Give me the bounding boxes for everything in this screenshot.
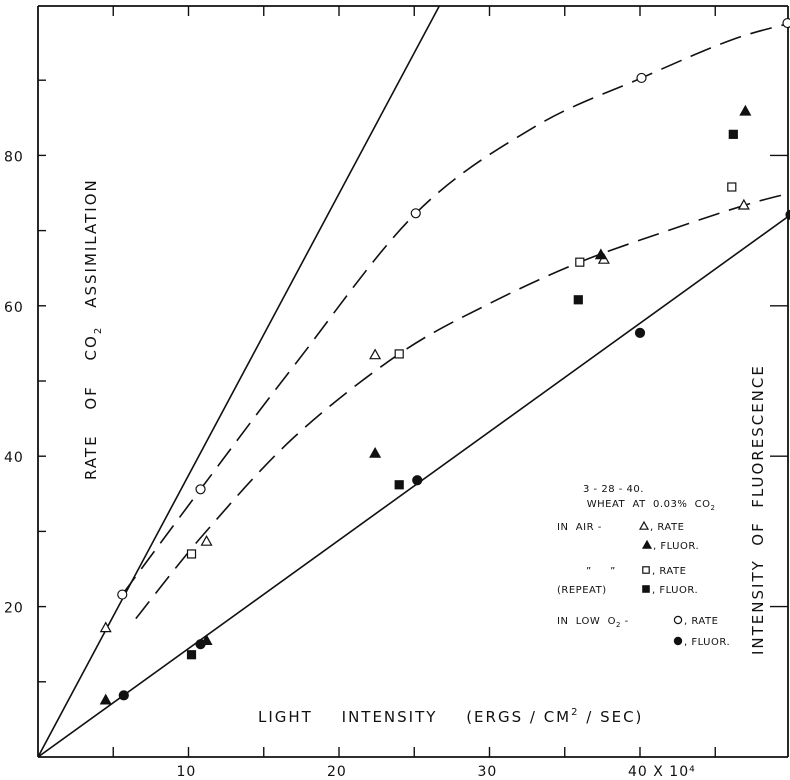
open-circle-point bbox=[410, 208, 421, 219]
open-square-point bbox=[186, 549, 197, 559]
legend-marker-filled-square bbox=[642, 585, 650, 593]
filled-square-point bbox=[728, 129, 738, 139]
legend-entry-label: , RATE bbox=[652, 566, 686, 577]
x-tick-label: 20 bbox=[327, 764, 347, 780]
filled-circle-point bbox=[195, 639, 206, 650]
legend-entry: ” ” , RATE bbox=[586, 566, 686, 577]
legend-entry: , FLUOR. bbox=[673, 636, 730, 648]
open-circle-point bbox=[782, 17, 790, 29]
open-circle-point bbox=[636, 72, 647, 84]
open-circle-point bbox=[117, 589, 128, 600]
open-triangle-point bbox=[99, 621, 112, 633]
filled-circle-point bbox=[785, 209, 790, 220]
y-tick-label: 40 bbox=[4, 450, 24, 466]
y-axis-title-right: INTENSITY OF FLUORESCENCE bbox=[749, 364, 767, 655]
legend-entry-label: , RATE bbox=[650, 522, 684, 533]
data-points bbox=[99, 17, 790, 705]
legend-entry-prefix: IN LOW O2 - bbox=[557, 616, 632, 629]
legend-entry-prefix: (REPEAT) bbox=[557, 585, 607, 596]
y-tick-label: 80 bbox=[4, 149, 24, 165]
filled-square-point bbox=[394, 480, 404, 490]
filled-square-point bbox=[186, 650, 197, 660]
legend-marker-filled-circle bbox=[673, 636, 683, 646]
open-triangle-point bbox=[369, 348, 382, 360]
open-triangle-point bbox=[200, 534, 213, 546]
legend-marker-filled-triangle bbox=[641, 539, 653, 549]
filled-circle-point bbox=[118, 690, 129, 701]
legend-date: 3 - 28 - 40. bbox=[583, 484, 644, 495]
legend-entry: IN LOW O2 - , RATE bbox=[557, 615, 718, 629]
open-triangle-point bbox=[737, 198, 750, 210]
x-tick-label: 40 X 10⁴ bbox=[628, 764, 696, 780]
open-circle-point bbox=[195, 484, 206, 495]
dashed-fit-line bbox=[135, 192, 788, 620]
filled-triangle-point bbox=[99, 693, 112, 705]
filled-triangle-point bbox=[369, 446, 382, 458]
legend-entry: IN AIR - , RATE bbox=[557, 520, 684, 533]
y-tick-label: 60 bbox=[4, 300, 24, 316]
filled-circle-point bbox=[412, 475, 423, 486]
filled-square-point bbox=[573, 295, 583, 305]
legend-entry: , FLUOR. bbox=[641, 539, 699, 552]
open-square-point bbox=[727, 182, 737, 192]
axis-ticks: 10 20 30 40 X 10⁴ 20 40 60 80 bbox=[4, 6, 788, 780]
open-square-point bbox=[394, 349, 404, 359]
solid-fit-line bbox=[38, 215, 788, 757]
legend-entry-label: , FLUOR. bbox=[652, 585, 698, 596]
x-tick-label: 10 bbox=[177, 764, 197, 780]
legend-entry-label: , FLUOR. bbox=[684, 637, 730, 648]
x-tick-label: 30 bbox=[478, 764, 498, 780]
legend-entry-prefix: IN AIR - bbox=[557, 522, 606, 533]
dashed-fit-line bbox=[121, 22, 788, 596]
filled-triangle-point bbox=[594, 248, 607, 260]
filled-triangle-point bbox=[739, 104, 752, 116]
legend-entry-label: , RATE bbox=[684, 616, 718, 627]
legend-marker-open-circle bbox=[673, 615, 683, 625]
legend-marker-open-square bbox=[642, 566, 650, 574]
legend-entry-label: , FLUOR. bbox=[653, 541, 699, 552]
y-tick-label: 20 bbox=[4, 601, 24, 617]
legend: 3 - 28 - 40. WHEAT AT 0.03% CO2 IN AIR -… bbox=[557, 484, 734, 648]
legend-marker-open-triangle bbox=[638, 520, 650, 530]
legend-subtitle: WHEAT AT 0.03% CO2 bbox=[561, 499, 734, 513]
legend-entry-prefix: ” ” bbox=[586, 566, 616, 577]
open-square-point bbox=[575, 257, 585, 267]
legend-entry: (REPEAT) , FLUOR. bbox=[557, 585, 698, 596]
filled-circle-point bbox=[634, 327, 646, 338]
y-axis-title-left: RATE OF CO2ASSIMILATION bbox=[82, 178, 104, 480]
x-axis-title: LIGHT INTENSITY (ERGS / CM2 / SEC) bbox=[258, 707, 643, 726]
